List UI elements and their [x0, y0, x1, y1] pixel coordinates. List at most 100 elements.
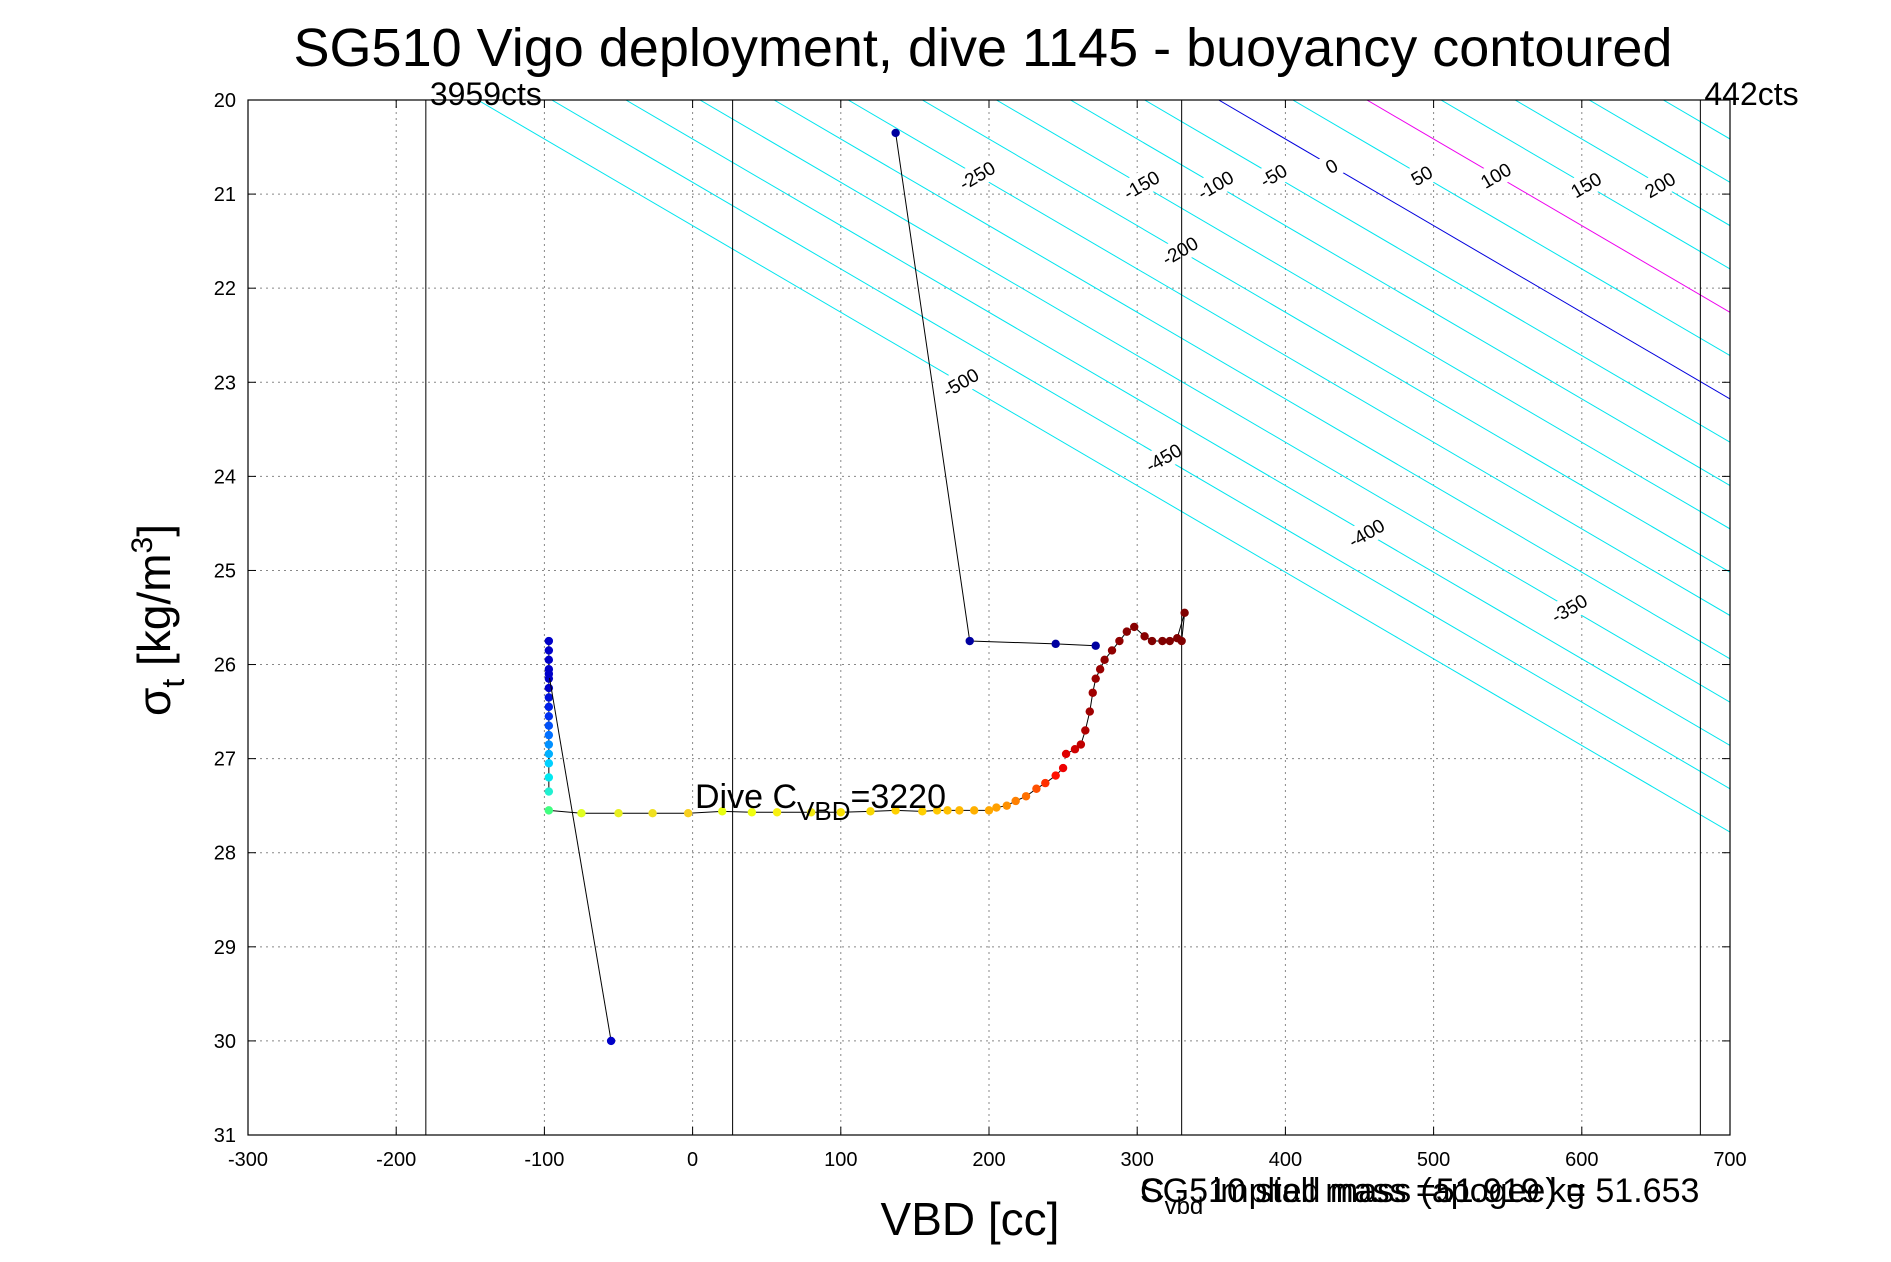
- data-point: [577, 809, 586, 818]
- implied-mass-annotation: Cvbd implied mass (apogee) = 51.653: [1140, 1172, 1699, 1220]
- data-point: [544, 712, 554, 721]
- data-point: [965, 636, 974, 646]
- x-tick-label: 200: [972, 1149, 1005, 1171]
- data-point: [969, 806, 979, 815]
- data-point: [836, 808, 845, 817]
- contour-line: [699, 100, 1730, 703]
- contour-line: [773, 100, 1730, 660]
- contour-line: [1886, 100, 1891, 1135]
- y-tick-label: 24: [214, 466, 236, 488]
- data-point: [1130, 622, 1139, 632]
- data-point: [1107, 646, 1117, 655]
- data-point: [891, 806, 900, 815]
- data-point: [1051, 771, 1060, 780]
- contour-line: [1366, 100, 1730, 313]
- contour-label-bg: [1117, 164, 1165, 206]
- data-point: [544, 740, 554, 749]
- x-tick-label: 500: [1417, 1149, 1450, 1171]
- contour-line: [1144, 100, 1730, 443]
- y-tick-label: 29: [214, 937, 236, 959]
- data-point: [806, 808, 816, 817]
- data-point: [772, 808, 782, 817]
- data-point: [648, 809, 657, 818]
- contour-line: [1292, 100, 1730, 357]
- contour-line: [625, 100, 1730, 747]
- data-point: [606, 1036, 616, 1046]
- data-point: [1177, 636, 1186, 646]
- contour-line: [477, 100, 1730, 833]
- data-point: [943, 806, 952, 815]
- contour-line: [1663, 100, 1730, 140]
- contour-label-bg: [1192, 164, 1239, 206]
- contour-line: [1440, 100, 1730, 270]
- data-point: [918, 807, 927, 816]
- contour-label-bg: [1398, 154, 1445, 196]
- data-point: [544, 721, 554, 730]
- data-point: [1147, 636, 1157, 646]
- data-point: [1011, 796, 1020, 806]
- data-point: [955, 806, 964, 815]
- data-point: [1085, 707, 1094, 716]
- implied-mass-prefix: C: [1140, 1172, 1165, 1210]
- y-tick-label: 26: [214, 655, 236, 677]
- dive-cvbd-annotation: Dive CVBD=3220: [695, 778, 946, 826]
- y-label-symbol: σ: [128, 688, 180, 716]
- x-tick-label: -200: [376, 1149, 416, 1171]
- contour-line: [996, 100, 1730, 530]
- implied-mass-subscript: vbd: [1165, 1193, 1204, 1220]
- y-tick-label: 25: [214, 560, 236, 582]
- x-tick-label: 600: [1565, 1149, 1598, 1171]
- data-point: [544, 669, 554, 679]
- contour-line: [847, 100, 1730, 617]
- series-line: [895, 132, 1096, 647]
- data-point: [1180, 608, 1189, 617]
- data-point: [544, 730, 554, 740]
- contour-label-bg: [1156, 230, 1204, 271]
- data-point: [747, 808, 757, 817]
- data-point: [1115, 636, 1124, 646]
- x-tick-label: -100: [524, 1149, 564, 1171]
- data-point: [1158, 636, 1167, 646]
- y-axis-label: σt [kg/m3]: [126, 524, 191, 716]
- x-tick-label: 0: [687, 1149, 698, 1171]
- data-point: [1122, 627, 1132, 636]
- data-point: [1091, 641, 1100, 650]
- data-point: [891, 128, 900, 138]
- data-point: [1095, 665, 1105, 674]
- y-tick-label: 30: [214, 1031, 236, 1053]
- contour-line: [551, 100, 1730, 790]
- buoyancy-contours: [477, 100, 1891, 1135]
- chart-title: SG510 Vigo deployment, dive 1145 - buoya…: [294, 18, 1673, 78]
- contour-label-bg: [937, 361, 984, 403]
- contour-line: [1737, 100, 1891, 1135]
- x-tick-label: 400: [1269, 1149, 1302, 1171]
- data-point: [614, 809, 623, 818]
- contour-label-bg: [1342, 512, 1390, 554]
- data-point: [544, 759, 554, 768]
- contour-line: [1588, 100, 1730, 183]
- data-point: [1051, 639, 1060, 649]
- x-tick-label: 700: [1713, 1149, 1746, 1171]
- data-point: [1165, 636, 1175, 646]
- data-point: [1081, 726, 1090, 735]
- y-axis-ticks: 20 21 22 23 24 25 26 27 28 29 30 31: [214, 90, 1730, 1147]
- data-point: [1140, 632, 1149, 641]
- contour-line: [1218, 100, 1730, 400]
- contour-label-bg: [1545, 587, 1593, 629]
- y-tick-label: 31: [214, 1125, 236, 1147]
- data-point: [1061, 749, 1071, 759]
- data-point: [544, 749, 554, 759]
- contour-label-bg: [1472, 154, 1519, 196]
- contour-label-bg: [1140, 437, 1187, 478]
- data-point: [932, 806, 942, 815]
- y-tick-label: 21: [214, 184, 236, 206]
- x-axis-ticks: -300 -200 -100 0 100 200 300 400 500 600 700: [228, 100, 1747, 1171]
- data-point: [544, 806, 554, 815]
- y-label-unit: [kg/m: [128, 553, 180, 678]
- contour-line: [1812, 100, 1891, 1135]
- grid: [248, 100, 1730, 1135]
- data-point: [1100, 655, 1109, 665]
- contour-label-bg: [953, 154, 1001, 196]
- y-tick-label: 27: [214, 749, 236, 771]
